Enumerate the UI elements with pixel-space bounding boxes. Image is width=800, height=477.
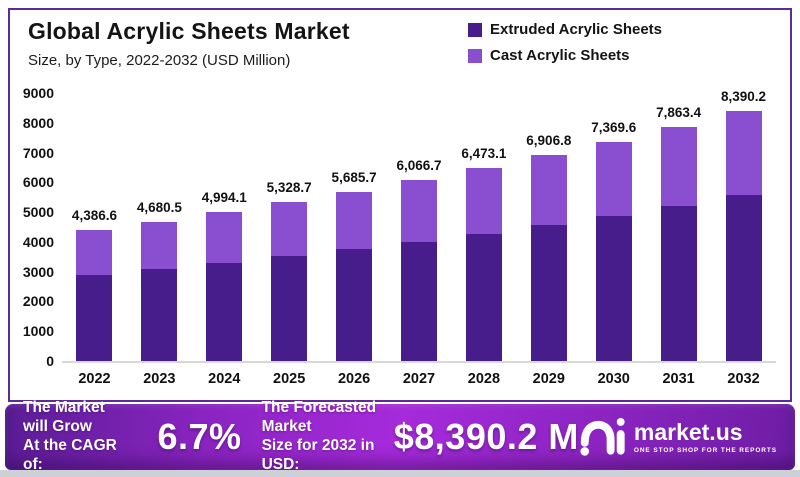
marketus-logo-icon [580,417,625,456]
cagr-label: The Market will Grow At the CAGR of: [23,399,117,473]
x-axis-label: 2022 [78,371,111,387]
brand-name: market.us [633,418,743,445]
chart-panel: Global Acrylic Sheets Market Size, by Ty… [8,8,792,402]
bar-total-label: 6,066.7 [396,158,442,174]
x-axis-label: 2026 [337,371,371,387]
cagr-value: 6.7% [157,416,242,457]
bar-segment-extruded [595,216,632,361]
legend-item-0: Extruded Acrylic Sheets [468,21,662,38]
footer-banner: The Market will Grow At the CAGR of: 6.7… [5,399,795,473]
y-axis-tick: 1000 [22,323,54,340]
x-axis-label: 2025 [273,371,306,387]
bar-segment-extruded [206,262,243,361]
x-axis-label: 2029 [532,371,565,387]
y-axis-tick: 5000 [22,204,54,221]
legend: Extruded Acrylic Sheets Cast Acrylic Shee… [468,21,662,64]
legend-label: Cast Acrylic Sheets [490,47,630,64]
x-axis-label: 2031 [662,371,695,387]
bar-segment-cast [660,126,697,207]
forecast-value: $8,390.2 M [393,416,579,457]
legend-swatch-icon [468,48,482,63]
bar-total-label: 5,328.7 [266,180,312,196]
page-subtitle: Size, by Type, 2022-2032 (USD Million) [28,52,291,69]
bar-segment-extruded [271,256,308,361]
stacked-bar-chart: 0 1000 2000 3000 4000 5000 6000 7000 8000 9000 4,3… [23,85,776,387]
bottom-strip [0,470,800,477]
x-axis-label: 2032 [727,371,760,387]
y-axis-tick: 9000 [22,85,54,101]
bar-total-label: 5,685.7 [331,169,377,185]
bar-segment-cast [725,111,762,196]
bar-total-label: 6,473.1 [461,146,507,162]
brand-text: market.us ONE STOP SHOP FOR THE REPORTS [633,418,777,454]
forecast-label: The Forecasted Market Size for 2032 in U… [261,399,377,473]
bar-total-label: 4,386.6 [71,208,117,224]
bar-segment-cast [465,168,502,234]
bar-segment-cast [141,221,178,269]
bar-segment-cast [271,202,308,257]
bar-total-label: 4,994.1 [201,190,247,206]
brand-logo: market.us ONE STOP SHOP FOR THE REPORTS [579,416,777,458]
bar-segment-cast [336,191,373,250]
bar-segment-extruded [530,225,567,361]
legend-item-1: Cast Acrylic Sheets [468,47,662,64]
chart-header: Global Acrylic Sheets Market Size, by Ty… [28,18,350,69]
bar-total-label: 7,369.6 [591,119,637,135]
x-axis-label: 2023 [143,371,176,387]
bar-segment-cast [206,212,243,263]
x-axis-label: 2028 [467,371,501,387]
bar-segment-extruded [336,249,373,361]
y-axis-tick: 7000 [22,144,54,161]
bar-segment-cast [530,155,567,226]
y-axis-tick: 0 [46,353,54,369]
bar-total-label: 6,906.8 [526,133,572,149]
y-axis-tick: 6000 [22,174,54,191]
legend-swatch-icon [468,22,482,37]
page-title: Global Acrylic Sheets Market [28,18,350,44]
x-axis-label: 2027 [402,371,436,387]
bar-segment-extruded [660,206,697,361]
bar-segment-extruded [76,274,113,361]
brand-tagline: ONE STOP SHOP FOR THE REPORTS [633,446,777,454]
y-axis-tick: 4000 [22,233,54,250]
bar-segment-cast [76,230,113,275]
legend-label: Extruded Acrylic Sheets [490,21,663,38]
y-axis-tick: 2000 [22,293,54,310]
y-axis-tick: 8000 [22,114,54,131]
bar-segment-extruded [401,241,437,361]
x-axis-label: 2030 [597,371,630,387]
x-axis-label: 2024 [208,371,241,387]
bar-total-label: 4,680.5 [136,199,182,215]
bar-segment-cast [595,141,632,217]
bar-total-label: 7,863.4 [656,104,702,120]
bar-segment-extruded [465,233,502,361]
bar-total-label: 8,390.2 [721,89,767,105]
bar-segment-cast [401,180,437,242]
y-axis-tick: 3000 [22,263,54,280]
bar-segment-extruded [141,269,178,361]
bar-segment-extruded [725,195,762,361]
